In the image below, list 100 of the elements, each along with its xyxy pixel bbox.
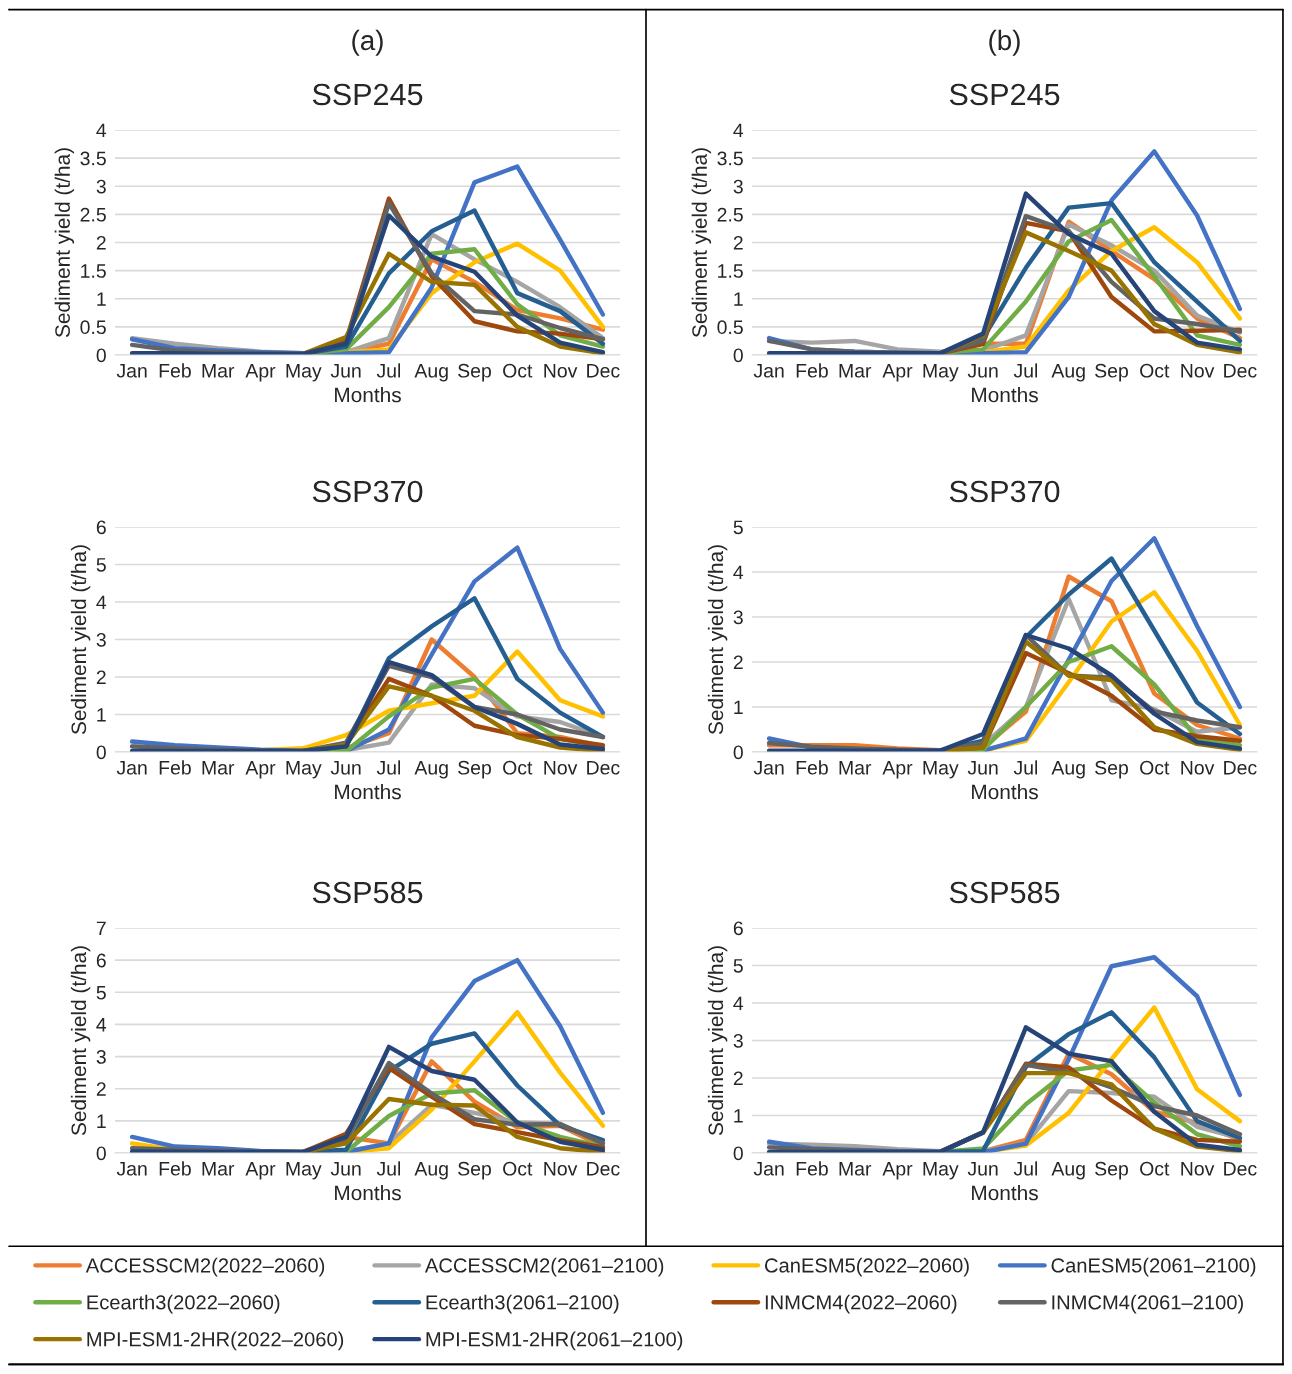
y-tick-label: 3 [96,1050,106,1064]
x-tick-label: Feb [796,1161,828,1176]
x-tick-label: Aug [1051,761,1085,779]
x-tick-label: May [923,364,959,382]
x-tick-label: May [286,364,322,382]
y-axis-title: Sediment yield (t/ha) [707,946,728,1136]
y-tick-label: 1 [734,700,743,715]
x-tick-label: Jun [967,761,998,775]
x-tick-label: Apr [882,364,913,382]
x-tick-label: Apr [245,761,276,779]
x-tick-label: Dec [1224,364,1257,378]
legend-label: MPI-ESM1-2HR(2022–2060) [87,1331,344,1351]
x-tick-label: Jul [1013,363,1038,378]
legend-label: INMCM4(2022–2060) [765,1294,957,1314]
x-tick-label: Aug [414,364,448,382]
y-tick-label: 7 [96,921,106,936]
x-tick-label: Oct [1140,760,1170,775]
chart-title: SSP585 [312,881,423,904]
x-tick-label: May [286,761,322,779]
x-tick-label: May [923,1162,959,1180]
y-tick-label: 5 [96,558,106,572]
x-tick-label: Jun [330,761,361,775]
y-tick-label: 2.5 [80,207,106,222]
y-axis-title: Sediment yield (t/ha) [691,148,712,338]
x-tick-label: Apr [882,761,913,779]
legend-label: INMCM4(2061–2100) [1052,1294,1243,1314]
x-tick-label: Oct [503,1161,533,1176]
legend-label: MPI-ESM1-2HR(2061–2100) [426,1331,683,1351]
y-tick-label: 2 [733,1071,743,1086]
y-tick-label: 5 [96,985,106,1000]
y-tick-label: 2 [96,670,106,685]
y-tick-label: 2 [96,1082,106,1096]
x-tick-label: Apr [245,1162,276,1180]
x-tick-label: Jun [330,364,361,378]
y-axis-title: Sediment yield (t/ha) [707,545,728,735]
x-tick-label: Mar [202,761,235,775]
x-axis-title: Months [972,387,1038,403]
y-tick-label: 1.5 [718,264,743,278]
x-tick-label: Feb [159,363,191,378]
x-tick-label: Apr [245,364,276,382]
x-tick-label: Sep [458,1161,491,1180]
y-tick-label: 4 [96,1018,107,1032]
x-axis-title: Months [335,784,401,800]
x-tick-label: Jan [116,364,147,378]
y-tick-label: 0 [733,1146,743,1161]
y-axis-title: Sediment yield (t/ha) [70,545,91,735]
y-tick-label: 0.5 [717,320,743,335]
x-tick-label: Jul [376,760,401,775]
x-tick-label: Feb [159,760,191,775]
x-tick-label: Dec [1224,1162,1257,1176]
y-tick-label: 6 [96,953,106,968]
x-tick-label: Sep [1095,363,1128,382]
y-tick-label: 3 [733,610,743,625]
x-tick-label: Dec [587,364,620,378]
x-axis-title: Months [335,1185,401,1201]
y-tick-label: 4 [733,565,744,580]
legend-label: CanESM5(2061–2100) [1051,1257,1256,1277]
x-tick-label: Jan [753,364,784,378]
x-tick-label: Oct [503,363,533,378]
y-tick-label: 4 [96,595,107,610]
y-tick-label: 2 [733,655,743,670]
x-tick-label: Aug [1051,364,1085,382]
y-tick-label: 0 [733,745,743,760]
x-tick-label: Aug [414,1162,448,1180]
x-axis-title: Months [972,784,1038,800]
legend-label: Ecearth3(2061–2100) [426,1294,619,1314]
x-tick-label: Jun [967,1162,998,1176]
x-tick-label: Nov [544,1162,578,1176]
x-axis-title: Months [972,1185,1038,1201]
y-tick-label: 3.5 [717,151,743,166]
y-tick-label: 0.5 [80,320,106,335]
chart-title: SSP245 [949,83,1060,106]
legend-label: ACCESSCM2(2061–2100) [424,1257,664,1277]
x-tick-label: Mar [839,1162,872,1176]
y-tick-label: 1 [734,1109,743,1123]
x-tick-label: Jun [967,364,998,378]
x-tick-label: Nov [1181,364,1215,378]
y-tick-label: 6 [96,520,106,535]
y-tick-label: 1.5 [81,264,106,278]
x-tick-label: Oct [503,760,533,775]
y-tick-label: 3 [96,179,106,194]
x-tick-label: Dec [587,761,620,775]
x-tick-label: Dec [587,1162,620,1176]
chart-title: SSP370 [949,480,1060,503]
y-tick-label: 5 [733,520,743,535]
x-tick-label: Nov [544,761,578,775]
y-tick-label: 2.5 [717,207,743,222]
x-tick-label: Apr [882,1162,913,1180]
text: (b) [989,29,1020,56]
x-tick-label: Jul [376,1161,401,1176]
x-tick-label: Sep [1095,1161,1128,1180]
y-tick-label: 3 [733,1033,743,1048]
x-tick-label: Aug [1051,1162,1085,1180]
y-tick-label: 2 [96,235,106,250]
y-axis-title: Sediment yield (t/ha) [54,148,75,338]
x-tick-label: May [286,1162,322,1180]
x-tick-label: Sep [458,363,491,382]
x-tick-label: Mar [839,761,872,775]
y-tick-label: 1 [97,708,106,722]
y-tick-label: 3 [96,632,106,647]
